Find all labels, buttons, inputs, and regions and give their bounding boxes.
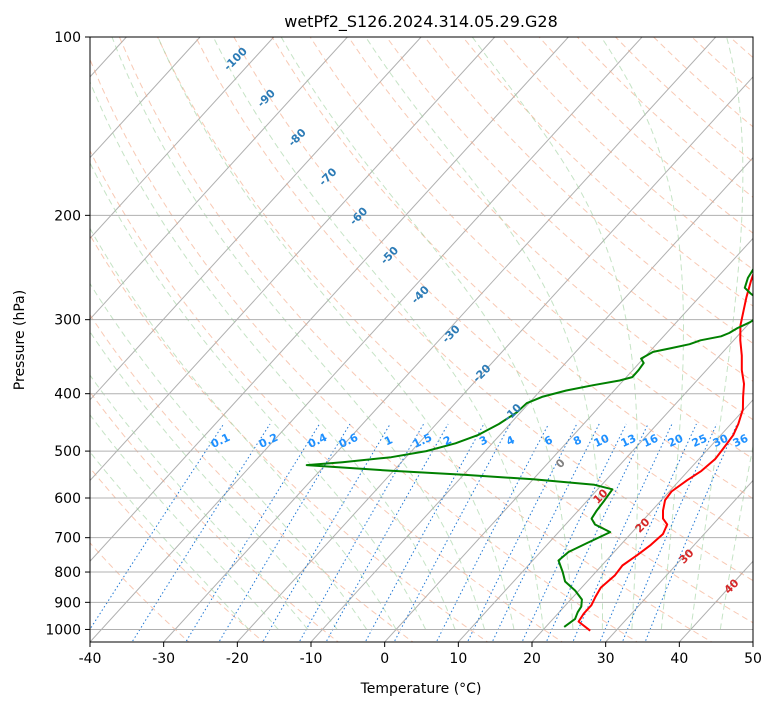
mixing-ratio-label: 30 [711,432,731,450]
isotherm-line [90,37,496,482]
mixing-ratio-line [262,423,391,642]
x-tick-label: -40 [79,651,102,667]
y-tick-label: 700 [54,531,81,547]
mixing-ratio-label: 10 [592,432,612,450]
dry-adiabat-line [233,37,753,540]
isotherm-line [236,76,753,642]
x-tick-label: 10 [449,651,467,667]
x-tick-label: 40 [670,651,688,667]
x-axis-label: Temperature (°C) [360,681,482,697]
moist-adiabat-line [690,37,744,630]
isotherm-line [163,37,717,642]
moist-adiabat-line [157,37,515,630]
isotherm-line [531,399,753,642]
mixing-ratio-line [572,423,673,642]
isotherm-line [384,237,753,642]
moist-adiabat-line [212,37,544,630]
dry-adiabat-line [424,37,753,344]
mixing-ratio-line [393,423,511,642]
y-axis-label: Pressure (hPa) [12,290,28,390]
x-tick-label: 20 [523,651,541,667]
dewpoint-profile-line [305,267,753,628]
plot-frame [89,36,754,643]
mixing-ratio-line [185,423,320,642]
mixing-ratio-line [90,423,225,631]
mixing-ratio-line [364,423,485,642]
isotherm-line [310,156,753,642]
y-tick-label: 100 [54,30,81,46]
moist-adiabat-line [90,331,338,630]
x-axis-ticks: -40 -30 -20 -10 0 10 20 30 40 50 [79,642,762,667]
y-tick-label: 200 [54,208,81,224]
temperature-profile-line [577,272,753,632]
mixing-ratio-line [545,423,649,642]
moist-adiabat-line [90,374,309,630]
y-tick-label: 600 [54,491,81,507]
mixing-ratio-label: 25 [690,432,709,450]
moist-adiabat-line [280,37,574,630]
dry-adiabat-line [195,37,753,582]
profile-series [305,267,753,632]
x-tick-label: -20 [226,651,249,667]
isotherm-line [90,37,348,320]
moist-adiabat-line [365,37,603,630]
moist-adiabat-line [719,444,753,630]
isotherm-line [90,37,643,642]
moist-adiabat-line [90,161,427,630]
mixing-ratio-line [491,423,600,642]
mixing-ratio-label: 36 [731,432,751,450]
isobar-grid [90,37,753,630]
x-tick-label: 50 [744,651,762,667]
y-tick-label: 400 [54,387,81,403]
moist-adiabat-line [90,282,368,630]
isotherm-line [90,37,422,401]
mixing-ratio-line [435,423,550,642]
isotherm-line [90,37,201,159]
mixing-ratio-line [298,423,425,642]
y-tick-label: 1000 [45,622,81,638]
dry-adiabat-line [90,391,340,642]
mixing-ratio-line [466,423,578,642]
dry-adiabat-line [462,37,753,307]
mixing-ratio-label: 20 [666,432,686,450]
y-tick-label: 300 [54,313,81,329]
moist-adiabat-line [471,37,639,630]
mixing-ratio-line [599,423,697,642]
mixing-ratio-line [621,423,718,642]
mixing-ratio-label: 16 [641,432,661,450]
y-tick-label: 800 [54,565,81,581]
y-axis-ticks: 100 200 300 400 500 600 700 800 900 1000 [45,30,90,638]
chart-title: wetPf2_S126.2024.314.05.29.G28 [284,12,558,32]
y-tick-label: 500 [54,444,81,460]
moist-adiabat-line [90,451,250,630]
y-tick-label: 900 [54,595,81,611]
moist-adiabat-line [600,37,684,630]
moist-adiabat-line [90,414,279,630]
mixing-ratio-label: 13 [619,432,638,450]
moist-adiabat-line [111,37,485,630]
isotherm-line [605,479,753,642]
mixing-ratio-line [325,423,449,642]
isotherm-line [457,318,753,642]
x-tick-label: 0 [380,651,389,667]
isotherm-line [90,37,275,240]
x-tick-label: -30 [152,651,175,667]
moist-adiabat-line [90,80,456,630]
x-tick-label: -10 [300,651,323,667]
x-tick-label: 30 [597,651,615,667]
isotherm-line [90,37,569,563]
